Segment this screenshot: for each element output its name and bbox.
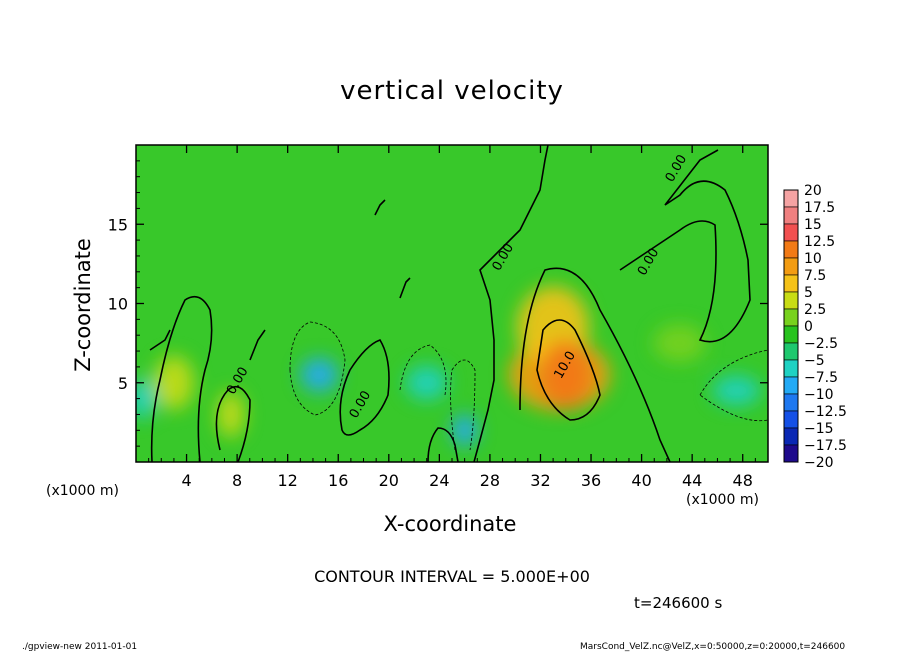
- colorbar-swatch: [783, 223, 799, 242]
- x-tick-label: 40: [631, 471, 651, 490]
- colorbar-swatch: [783, 291, 799, 310]
- colorbar-label: 17.5: [804, 200, 835, 216]
- y-tick-label: 5: [118, 374, 128, 393]
- contour-line: [249, 329, 266, 361]
- colorbar-label: −15: [804, 421, 834, 437]
- colorbar-swatch: [783, 308, 799, 327]
- field-blob: [451, 414, 478, 447]
- x-tick-label: 36: [581, 471, 601, 490]
- colorbar-swatch: [783, 427, 799, 446]
- contour-line: [374, 199, 386, 216]
- colorbar-swatch: [783, 410, 799, 429]
- field-blob: [653, 324, 706, 363]
- contour-lines: [149, 145, 751, 462]
- colorbar-label: −20: [804, 455, 834, 471]
- x-tick-label: 12: [278, 471, 298, 490]
- field-blob: [153, 355, 194, 410]
- colorbar-swatch: [783, 274, 799, 293]
- negative-contour-line: [289, 321, 346, 416]
- negative-contour-line: [450, 359, 476, 451]
- negative-contour-line: [399, 344, 447, 396]
- contour-line: [473, 145, 549, 462]
- negative-contours: [289, 321, 768, 451]
- x-tick-label: 32: [530, 471, 550, 490]
- field-blob: [136, 378, 157, 419]
- field-blob: [216, 391, 245, 438]
- chart-title: vertical velocity: [340, 76, 564, 106]
- field-blob: [712, 375, 761, 406]
- x-tick-label: 4: [181, 471, 191, 490]
- colorbar-label: 20: [804, 183, 822, 199]
- contour-line: [399, 277, 411, 299]
- colorbar-label: 2.5: [804, 302, 826, 318]
- contour-line: [149, 329, 171, 351]
- x-tick-label: 44: [682, 471, 702, 490]
- colorbar-swatch: [783, 240, 799, 259]
- field-core: [539, 340, 592, 409]
- time-stamp: t=246600 s: [634, 594, 723, 612]
- colorbar-label: 5: [804, 285, 813, 301]
- x-axis-unit-left: (x1000 m): [46, 483, 119, 499]
- x-tick-label: 16: [328, 471, 348, 490]
- y-tick-label: 10: [108, 295, 128, 314]
- field-features: [136, 286, 761, 447]
- x-tick-label: 8: [232, 471, 242, 490]
- contour-line: [619, 149, 751, 343]
- colorbar-label: −10: [804, 387, 834, 403]
- x-axis-unit-right: (x1000 m): [686, 492, 759, 508]
- x-tick-label: 48: [733, 471, 753, 490]
- colorbar-label: 7.5: [804, 268, 826, 284]
- contour-line: [150, 295, 213, 462]
- contour-line: [215, 385, 251, 462]
- contour-line: [339, 339, 390, 436]
- colorbar-label: −12.5: [804, 404, 847, 420]
- colorbar-swatch: [783, 257, 799, 276]
- colorbar-swatch: [783, 325, 799, 344]
- contour-line: [536, 319, 601, 421]
- contour-interval-note: CONTOUR INTERVAL = 5.000E+00: [314, 567, 590, 586]
- colorbar-swatch: [783, 189, 799, 208]
- colorbar-swatch: [783, 359, 799, 378]
- colorbar-frame: [783, 189, 799, 463]
- colorbar-swatch: [783, 444, 799, 463]
- colorbar-swatch: [783, 393, 799, 412]
- footer-right: MarsCond_VelZ.nc@VelZ,x=0:50000,z=0:2000…: [580, 642, 846, 652]
- footer-left: ./gpview-new 2011-01-01: [22, 642, 138, 652]
- colorbar-label: −2.5: [804, 336, 838, 352]
- colorbar-label: 0: [804, 319, 813, 335]
- field-blob: [300, 357, 339, 392]
- x-tick-label: 20: [379, 471, 399, 490]
- contour-line: [519, 267, 671, 462]
- colorbar-swatch: [783, 206, 799, 225]
- colorbar-swatch: [783, 342, 799, 361]
- colorbar-label: 10: [804, 251, 822, 267]
- colorbar-label: 15: [804, 217, 822, 233]
- x-axis-label: X-coordinate: [383, 512, 517, 536]
- colorbar-label: −7.5: [804, 370, 838, 386]
- x-tick-label: 28: [480, 471, 500, 490]
- colorbar-swatch: [783, 376, 799, 395]
- contour-line: [427, 427, 459, 462]
- colorbar-label: 12.5: [804, 234, 835, 250]
- y-axis-label: Z-coordinate: [71, 238, 95, 372]
- field-blob: [405, 365, 448, 400]
- x-tick-label: 24: [429, 471, 449, 490]
- colorbar-label: −17.5: [804, 438, 847, 454]
- colorbar-label: −5: [804, 353, 825, 369]
- y-tick-label: 15: [108, 215, 128, 234]
